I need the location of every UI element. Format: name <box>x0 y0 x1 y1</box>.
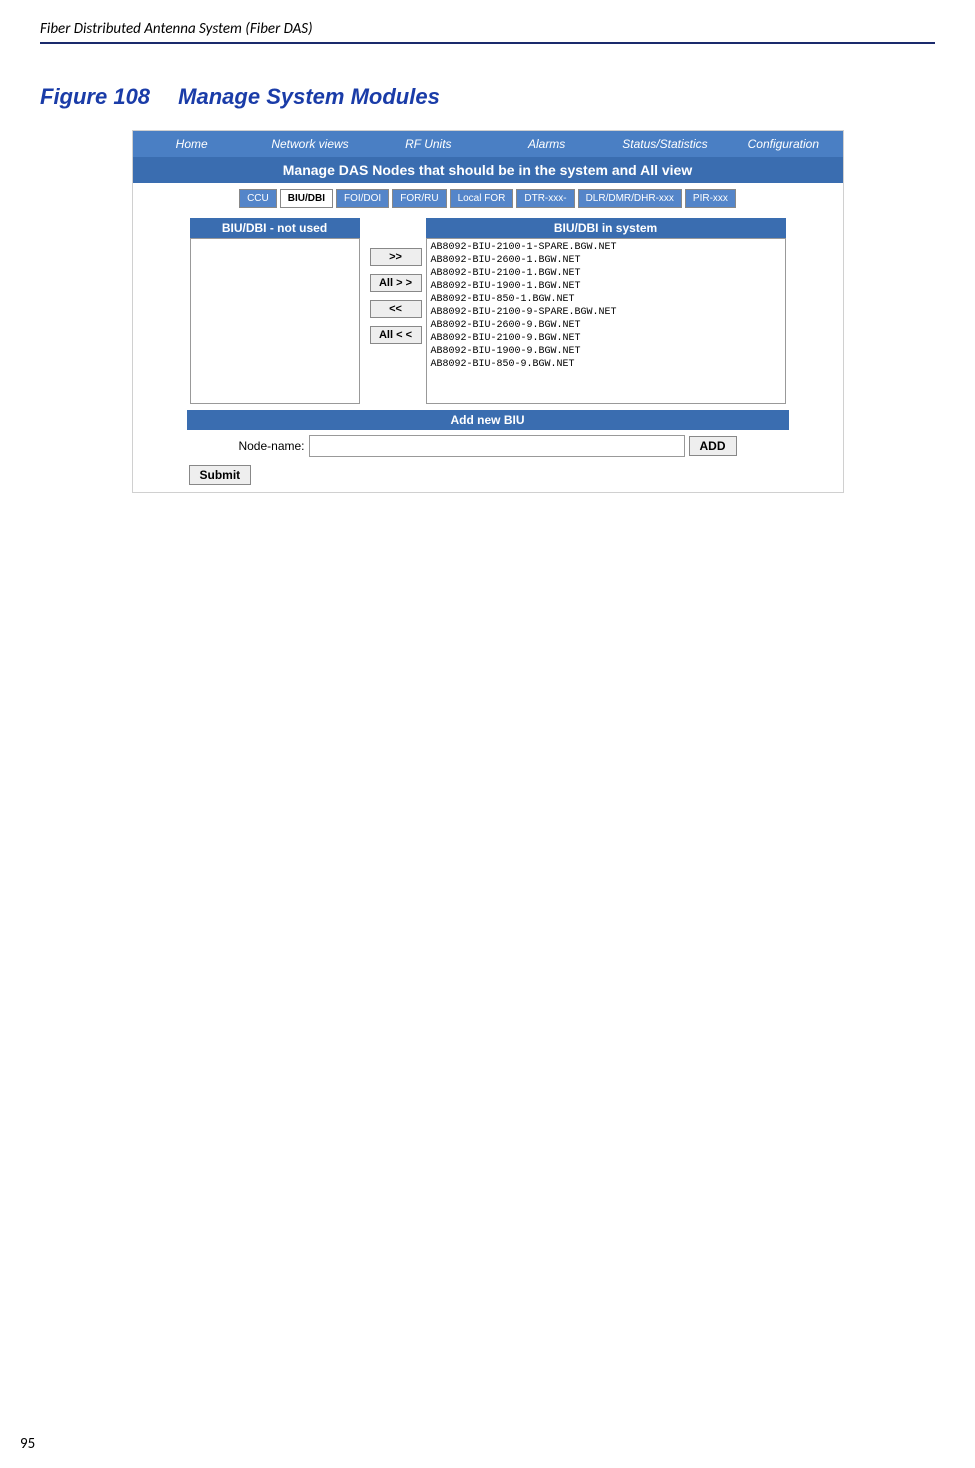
page-header: Fiber Distributed Antenna System (Fiber … <box>40 20 935 44</box>
page-number: 95 <box>20 1435 35 1453</box>
add-new-header: Add new BIU <box>187 410 789 430</box>
list-item[interactable]: AB8092-BIU-2600-9.BGW.NET <box>429 319 783 332</box>
list-item[interactable]: AB8092-BIU-2600-1.BGW.NET <box>429 254 783 267</box>
add-button[interactable]: ADD <box>689 436 737 456</box>
move-left-button[interactable]: << <box>370 300 422 318</box>
content-title: Manage DAS Nodes that should be in the s… <box>133 157 843 183</box>
right-panel-header: BIU/DBI in system <box>426 218 786 238</box>
list-item[interactable]: AB8092-BIU-2100-1.BGW.NET <box>429 267 783 280</box>
move-all-left-button[interactable]: All < < <box>370 326 422 344</box>
list-item[interactable]: AB8092-BIU-2100-9-SPARE.BGW.NET <box>429 306 783 319</box>
move-right-button[interactable]: >> <box>370 248 422 266</box>
list-item[interactable]: AB8092-BIU-850-1.BGW.NET <box>429 293 783 306</box>
node-name-input[interactable] <box>309 435 685 457</box>
tab-pir[interactable]: PIR-xxx <box>685 189 736 208</box>
figure-title: Figure 108 Manage System Modules <box>40 84 935 110</box>
node-name-label: Node-name: <box>238 439 304 453</box>
list-item[interactable]: AB8092-BIU-2100-9.BGW.NET <box>429 332 783 345</box>
nav-rf-units[interactable]: RF Units <box>369 137 487 151</box>
tab-biu-dbi[interactable]: BIU/DBI <box>280 189 333 208</box>
tab-foi-doi[interactable]: FOI/DOI <box>336 189 389 208</box>
navbar: Home Network views RF Units Alarms Statu… <box>133 131 843 157</box>
tab-for-ru[interactable]: FOR/RU <box>392 189 446 208</box>
list-item[interactable]: AB8092-BIU-850-9.BGW.NET <box>429 358 783 371</box>
left-panel-header: BIU/DBI - not used <box>190 218 360 238</box>
nav-network-views[interactable]: Network views <box>251 137 369 151</box>
submit-button[interactable]: Submit <box>189 465 252 485</box>
nav-status[interactable]: Status/Statistics <box>606 137 724 151</box>
not-used-listbox[interactable] <box>190 238 360 404</box>
list-item[interactable]: AB8092-BIU-1900-9.BGW.NET <box>429 345 783 358</box>
list-item[interactable]: AB8092-BIU-1900-1.BGW.NET <box>429 280 783 293</box>
tab-row: CCU BIU/DBI FOI/DOI FOR/RU Local FOR DTR… <box>133 183 843 214</box>
nav-configuration[interactable]: Configuration <box>724 137 842 151</box>
tab-ccu[interactable]: CCU <box>239 189 277 208</box>
screenshot-panel: Home Network views RF Units Alarms Statu… <box>132 130 844 493</box>
nav-alarms[interactable]: Alarms <box>487 137 605 151</box>
nav-home[interactable]: Home <box>133 137 251 151</box>
figure-caption: Manage System Modules <box>178 84 440 109</box>
in-system-listbox[interactable]: AB8092-BIU-2100-1-SPARE.BGW.NETAB8092-BI… <box>426 238 786 404</box>
tab-dlr-dmr-dhr[interactable]: DLR/DMR/DHR-xxx <box>578 189 682 208</box>
list-item[interactable]: AB8092-BIU-2100-1-SPARE.BGW.NET <box>429 241 783 254</box>
figure-number: Figure 108 <box>40 84 150 109</box>
tab-dtr[interactable]: DTR-xxx- <box>516 189 574 208</box>
tab-local-for[interactable]: Local FOR <box>450 189 514 208</box>
move-all-right-button[interactable]: All > > <box>370 274 422 292</box>
